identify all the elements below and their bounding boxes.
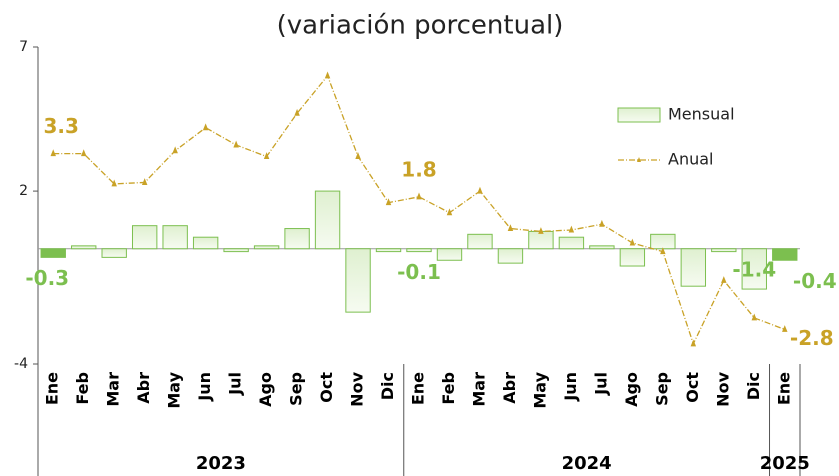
bar <box>528 230 554 250</box>
x-tick-label: Jul <box>591 372 610 396</box>
x-tick-label: Mar <box>469 372 488 407</box>
marker <box>111 179 117 187</box>
group-label: 2025 <box>760 453 810 474</box>
bar <box>497 248 524 264</box>
y-tick-label: -4 <box>14 356 28 372</box>
y-tick-label: 2 <box>19 183 28 199</box>
marker <box>80 149 87 157</box>
x-tick-label: Nov <box>713 371 732 406</box>
data-label: -1.4 <box>732 258 776 282</box>
marker <box>660 247 666 255</box>
bar <box>406 248 432 253</box>
marker <box>599 219 605 227</box>
marker <box>507 224 514 232</box>
marker <box>141 178 148 185</box>
x-tick-label: Jun <box>195 372 214 402</box>
x-tick-label: Abr <box>134 372 153 404</box>
bar <box>436 248 463 261</box>
x-tick-label: Abr <box>500 372 519 404</box>
bar <box>162 225 188 250</box>
bar <box>680 248 707 287</box>
bar <box>131 225 158 250</box>
marker <box>385 198 392 206</box>
bar <box>375 248 402 253</box>
x-tick-label: Dic <box>744 372 763 400</box>
bar <box>40 248 66 258</box>
bar <box>711 248 737 253</box>
x-tick-label: Ene <box>774 372 793 405</box>
marker <box>50 149 56 157</box>
group-label: 2023 <box>196 453 246 474</box>
x-tick-label: Ago <box>256 372 275 407</box>
data-label: -0.1 <box>397 260 441 284</box>
bar <box>71 245 97 250</box>
legend-swatch <box>617 107 661 123</box>
x-tick-label: May <box>530 371 549 408</box>
x-tick-label: Jul <box>226 372 245 396</box>
marker <box>324 71 331 79</box>
marker <box>172 146 178 154</box>
legend-label: Anual <box>668 150 713 169</box>
x-tick-label: Dic <box>378 372 397 400</box>
x-tick-label: Ago <box>622 372 641 407</box>
y-tick-label: 7 <box>19 39 28 55</box>
x-tick-label: Feb <box>73 372 92 405</box>
marker <box>751 313 758 321</box>
chart-title: (variación porcentual) <box>277 11 564 41</box>
x-tick-label: Sep <box>287 372 306 406</box>
bar <box>314 190 341 250</box>
marker <box>202 123 209 131</box>
legend-marker <box>637 157 641 162</box>
x-tick-label: Jun <box>561 372 580 402</box>
marker <box>294 108 300 116</box>
bar <box>345 248 371 313</box>
bar <box>589 245 615 250</box>
bar <box>619 248 646 267</box>
bar <box>284 228 310 250</box>
data-label: -0.3 <box>25 266 69 290</box>
bar <box>223 248 249 253</box>
bar <box>101 248 127 258</box>
x-tick-label: Oct <box>683 372 702 403</box>
bar <box>772 248 798 261</box>
bar <box>192 236 219 250</box>
x-tick-label: Ene <box>43 372 62 405</box>
marker <box>690 339 697 347</box>
marker <box>538 227 544 234</box>
bar <box>650 233 676 250</box>
marker <box>446 208 453 216</box>
x-tick-label: Oct <box>317 372 336 403</box>
group-label: 2024 <box>562 453 612 474</box>
marker <box>233 140 239 148</box>
marker <box>721 276 727 283</box>
bar <box>741 248 767 290</box>
bar <box>467 233 493 250</box>
marker <box>263 152 270 160</box>
marker <box>355 152 361 160</box>
bar <box>253 245 280 250</box>
legend-label: Mensual <box>668 105 735 124</box>
x-tick-label: Sep <box>652 372 671 406</box>
marker <box>782 325 788 332</box>
x-tick-label: May <box>165 371 184 408</box>
data-label: 1.8 <box>401 157 436 181</box>
bar <box>558 236 585 250</box>
x-tick-label: Ene <box>409 372 428 405</box>
data-label: -0.4 <box>793 269 837 293</box>
marker <box>568 225 575 233</box>
x-tick-label: Mar <box>104 372 123 407</box>
marker <box>477 186 483 194</box>
marker <box>629 238 636 246</box>
data-label: 3.3 <box>44 114 79 138</box>
data-label: -2.8 <box>790 326 834 350</box>
x-tick-label: Nov <box>348 371 367 406</box>
marker <box>416 192 422 200</box>
x-tick-label: Feb <box>439 372 458 405</box>
